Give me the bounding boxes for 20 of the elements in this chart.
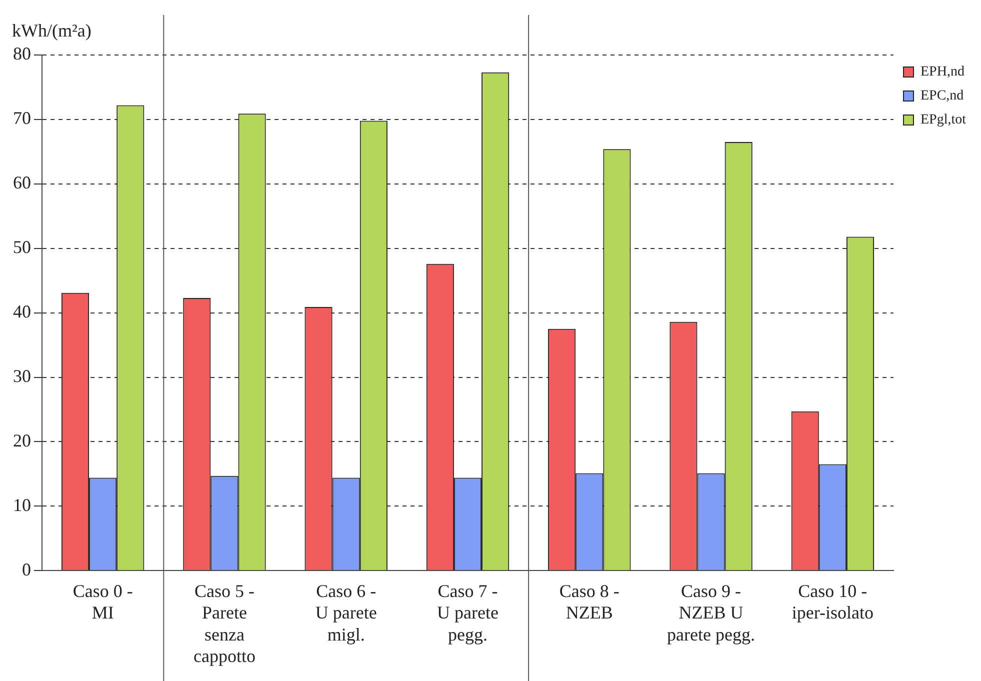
- y-tick-label: 40: [13, 302, 31, 322]
- y-tick-label: 20: [13, 430, 31, 450]
- x-tick-label: Caso 6 - U parete migl.: [315, 581, 377, 644]
- y-tick-label: 60: [13, 172, 31, 193]
- legend-label: EPC,nd: [920, 88, 964, 104]
- y-tick-label: 70: [13, 108, 31, 128]
- x-tick-label: Caso 7 - U parete pegg.: [437, 581, 498, 644]
- y-tick-label: 30: [13, 366, 31, 386]
- y-tick-label: 50: [13, 237, 31, 258]
- x-tick-label: Caso 8 - NZEB: [559, 581, 620, 623]
- x-tick-label: Caso 0 - MI: [72, 581, 133, 623]
- legend-label: EPgl,tot: [920, 112, 966, 128]
- legend-label: EPH,nd: [920, 64, 964, 80]
- y-tick-label: 0: [22, 559, 31, 580]
- y-axis-title: kWh/(m²a): [12, 20, 92, 41]
- y-tick-label: 10: [13, 494, 31, 515]
- x-tick-label: Caso 10 - iper-isolato: [792, 581, 874, 623]
- x-tick-label: Caso 5 - Parete senza cappotto: [193, 581, 256, 666]
- x-tick-label: Caso 9 - NZEB U parete pegg.: [667, 581, 756, 644]
- y-tick-label: 80: [13, 44, 31, 64]
